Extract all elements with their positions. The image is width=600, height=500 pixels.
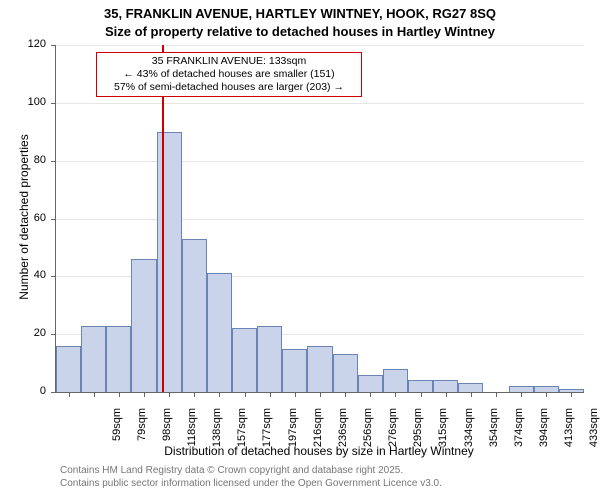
x-tick bbox=[194, 392, 195, 397]
annotation-box: 35 FRANKLIN AVENUE: 133sqm← 43% of detac… bbox=[96, 52, 362, 97]
histogram-bar bbox=[81, 326, 106, 393]
chart-container: 35, FRANKLIN AVENUE, HARTLEY WINTNEY, HO… bbox=[0, 0, 600, 500]
x-tick bbox=[219, 392, 220, 397]
chart-title-line1: 35, FRANKLIN AVENUE, HARTLEY WINTNEY, HO… bbox=[0, 6, 600, 21]
annotation-line: ← 43% of detached houses are smaller (15… bbox=[101, 68, 357, 81]
y-tick-label: 100 bbox=[1, 96, 46, 108]
y-tick bbox=[51, 103, 56, 104]
footer-attribution: Contains HM Land Registry data © Crown c… bbox=[60, 465, 442, 490]
histogram-bar bbox=[433, 380, 458, 392]
y-tick-label: 120 bbox=[1, 38, 46, 50]
x-tick bbox=[245, 392, 246, 397]
x-tick bbox=[169, 392, 170, 397]
histogram-bar bbox=[458, 383, 483, 392]
x-tick bbox=[546, 392, 547, 397]
histogram-bar bbox=[307, 346, 332, 392]
histogram-bar bbox=[56, 346, 81, 392]
footer-line1: Contains HM Land Registry data © Crown c… bbox=[60, 465, 442, 478]
x-tick bbox=[395, 392, 396, 397]
histogram-bar bbox=[282, 349, 307, 392]
y-tick-label: 0 bbox=[1, 385, 46, 397]
histogram-bar bbox=[257, 326, 282, 393]
x-tick bbox=[446, 392, 447, 397]
x-tick bbox=[345, 392, 346, 397]
annotation-line: 35 FRANKLIN AVENUE: 133sqm bbox=[101, 55, 357, 68]
x-tick bbox=[295, 392, 296, 397]
histogram-bar bbox=[333, 354, 358, 392]
plot-area: 02040608010012059sqm79sqm98sqm118sqm138s… bbox=[55, 45, 584, 393]
x-axis-label: Distribution of detached houses by size … bbox=[55, 444, 583, 458]
histogram-bar bbox=[232, 328, 257, 392]
x-tick bbox=[94, 392, 95, 397]
histogram-bar bbox=[383, 369, 408, 392]
y-tick bbox=[51, 45, 56, 46]
chart-title-line2: Size of property relative to detached ho… bbox=[0, 24, 600, 39]
histogram-bar bbox=[157, 132, 182, 392]
x-tick bbox=[421, 392, 422, 397]
histogram-bar bbox=[207, 273, 232, 392]
x-tick bbox=[471, 392, 472, 397]
x-tick bbox=[119, 392, 120, 397]
x-tick bbox=[521, 392, 522, 397]
y-tick bbox=[51, 161, 56, 162]
footer-line2: Contains public sector information licen… bbox=[60, 478, 442, 491]
y-tick-label: 20 bbox=[1, 327, 46, 339]
histogram-bar bbox=[131, 259, 156, 392]
histogram-bar bbox=[408, 380, 433, 392]
y-tick bbox=[51, 219, 56, 220]
y-tick-label: 40 bbox=[1, 269, 46, 281]
histogram-bar bbox=[358, 375, 383, 392]
x-tick bbox=[370, 392, 371, 397]
y-tick bbox=[51, 276, 56, 277]
y-gridline bbox=[56, 45, 584, 46]
y-tick bbox=[51, 334, 56, 335]
x-tick bbox=[496, 392, 497, 397]
x-tick bbox=[320, 392, 321, 397]
y-tick-label: 60 bbox=[1, 212, 46, 224]
y-tick-label: 80 bbox=[1, 154, 46, 166]
x-tick bbox=[571, 392, 572, 397]
x-tick-label: 433sqm bbox=[588, 408, 600, 458]
y-gridline bbox=[56, 103, 584, 104]
y-gridline bbox=[56, 161, 584, 162]
y-gridline bbox=[56, 219, 584, 220]
x-tick bbox=[144, 392, 145, 397]
histogram-bar bbox=[182, 239, 207, 392]
x-tick bbox=[270, 392, 271, 397]
histogram-bar bbox=[106, 326, 131, 393]
annotation-line: 57% of semi-detached houses are larger (… bbox=[101, 81, 357, 94]
y-tick bbox=[51, 392, 56, 393]
x-tick bbox=[69, 392, 70, 397]
